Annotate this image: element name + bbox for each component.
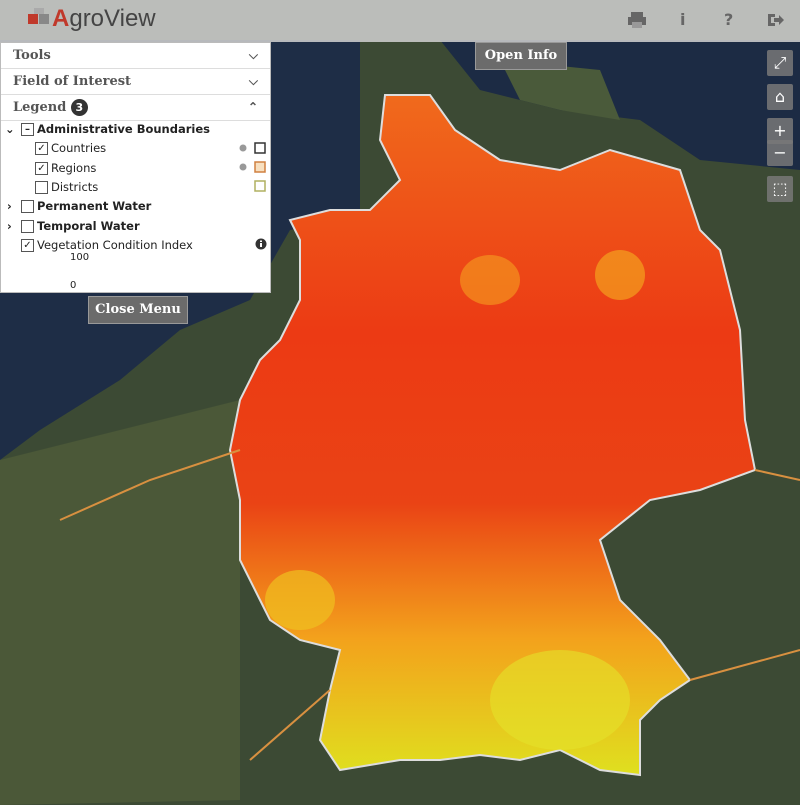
menu-panel: Tools ⌵ Field of Interest ⌵ Legend 3 ⌃ ⌄ – Ad… bbox=[0, 42, 271, 293]
layer-label: Temporal Water bbox=[37, 219, 140, 233]
app-title: AgroView bbox=[52, 5, 156, 32]
menu-section[interactable]: Tools ⌵ bbox=[1, 43, 270, 69]
print-icon[interactable] bbox=[628, 12, 646, 28]
layer-group[interactable]: › Temporal Water bbox=[7, 219, 140, 233]
layer-label: Vegetation Condition Index bbox=[37, 238, 193, 252]
layer[interactable]: Districts bbox=[35, 178, 99, 196]
info-icon[interactable]: i bbox=[680, 10, 686, 29]
menu-section[interactable]: Field of Interest ⌵ bbox=[1, 69, 270, 95]
legend-count: 3 bbox=[70, 99, 88, 116]
layer[interactable]: ✓ Countries bbox=[35, 139, 107, 157]
home-button[interactable]: ⌂ bbox=[767, 84, 793, 110]
section-label: Legend bbox=[13, 100, 67, 115]
layer-label: Regions bbox=[51, 161, 97, 175]
section-label: Field of Interest bbox=[13, 74, 132, 89]
logout-icon[interactable] bbox=[766, 12, 784, 28]
zoom-in-button[interactable]: + bbox=[767, 118, 793, 144]
logo-initial: A bbox=[52, 5, 70, 32]
open-info-button[interactable]: Open Info bbox=[475, 42, 567, 70]
menu-section[interactable]: Legend 3 ⌃ bbox=[1, 95, 270, 121]
scale-min: 0 bbox=[70, 280, 77, 291]
layer-label: Administrative Boundaries bbox=[37, 122, 210, 136]
layer[interactable]: ✓ Regions bbox=[35, 159, 97, 177]
section-label: Tools bbox=[13, 48, 51, 63]
help-icon[interactable]: ? bbox=[724, 10, 734, 29]
scale-max: 100 bbox=[70, 252, 90, 263]
fullscreen-button[interactable]: ⤢ bbox=[767, 50, 793, 76]
layer-label: Countries bbox=[51, 141, 107, 155]
layer-group[interactable]: › Permanent Water bbox=[7, 199, 152, 213]
layer-group[interactable]: ⌄ – Administrative Boundaries bbox=[5, 122, 210, 136]
layer-symbols bbox=[239, 142, 266, 192]
select-area-button[interactable]: ⬚ bbox=[767, 176, 793, 202]
layer-info-icon[interactable] bbox=[255, 238, 267, 250]
header: AgroView i ? bbox=[0, 0, 800, 42]
layer-label: Permanent Water bbox=[37, 199, 152, 213]
layer[interactable]: ✓ Vegetation Condition Index bbox=[21, 236, 193, 254]
layer-label: Districts bbox=[51, 180, 99, 194]
logo-icon bbox=[28, 8, 49, 24]
zoom-out-button[interactable]: − bbox=[767, 140, 793, 166]
close-menu-button[interactable]: Close Menu bbox=[88, 296, 188, 324]
